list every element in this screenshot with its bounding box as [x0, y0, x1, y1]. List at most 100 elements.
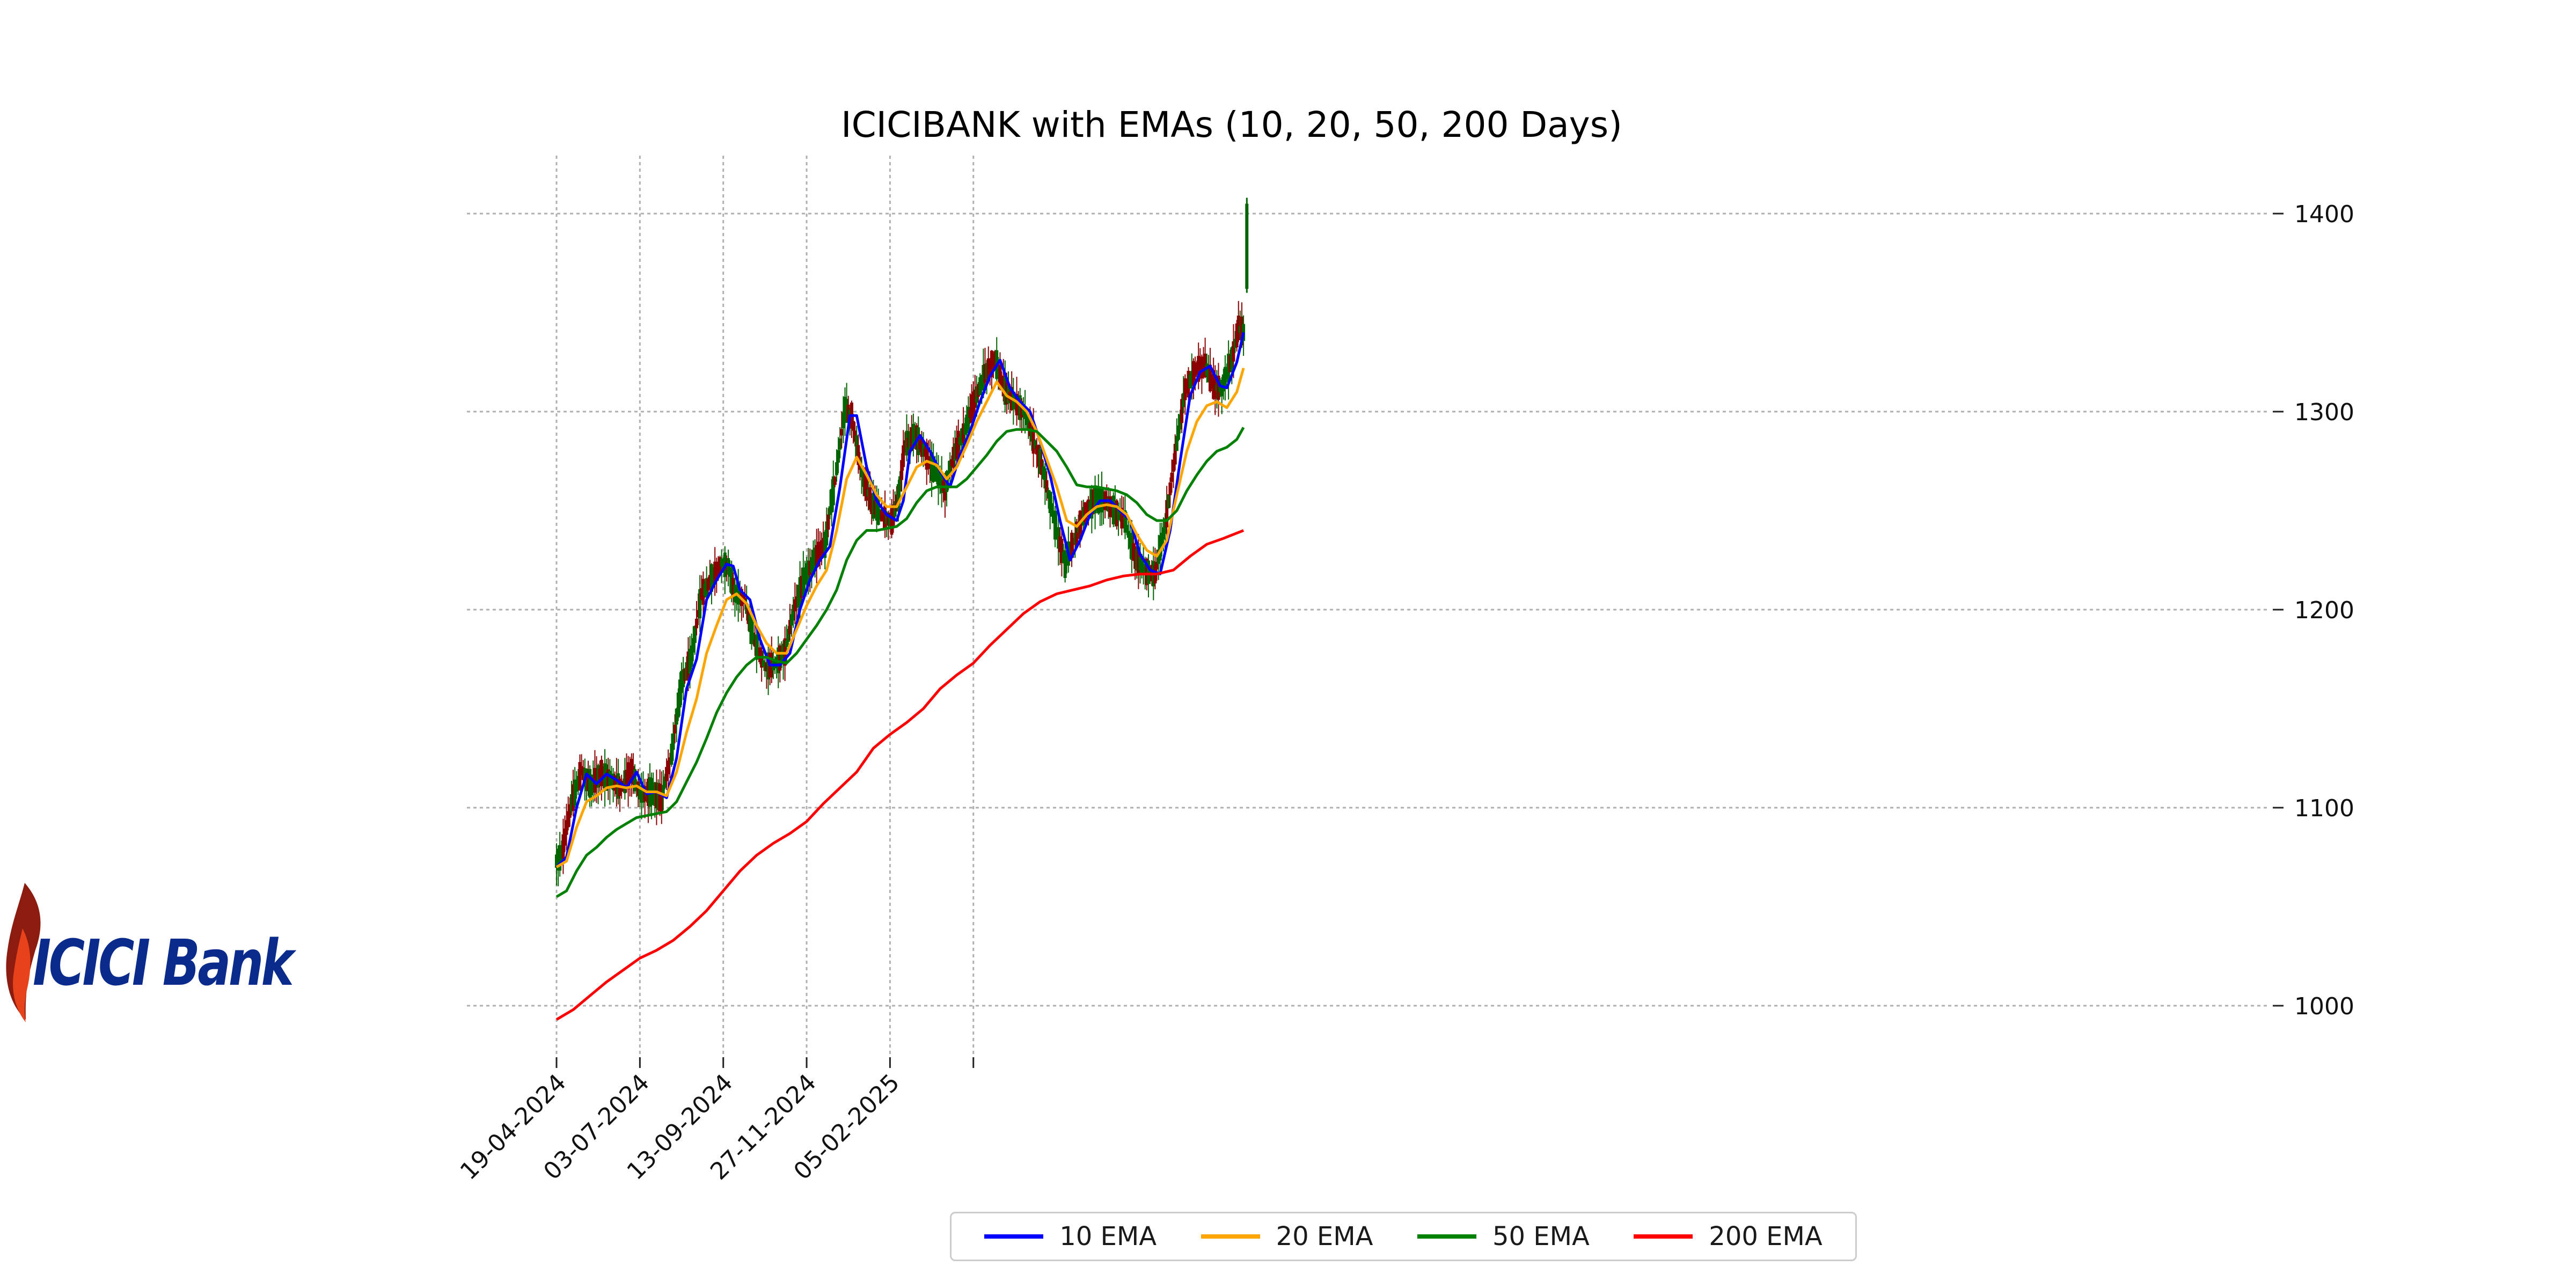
- candle-body: [930, 452, 934, 481]
- candle-body: [846, 404, 850, 422]
- candle-body: [720, 558, 723, 567]
- candle-body: [963, 423, 967, 435]
- candle-body: [1078, 510, 1082, 539]
- candle-body: [967, 407, 970, 431]
- candle-body: [880, 510, 883, 522]
- ema-line-200-ema: [555, 529, 1245, 1021]
- candle-body: [1130, 532, 1133, 560]
- candle-body: [598, 769, 602, 781]
- candle-body: [636, 781, 640, 796]
- candle-body: [905, 430, 909, 456]
- candle-body: [688, 648, 692, 674]
- candle-body: [1048, 492, 1052, 513]
- candle-body: [745, 603, 749, 614]
- candle-body: [655, 782, 658, 808]
- candle-body: [1132, 543, 1136, 561]
- candle-body: [590, 774, 594, 795]
- candle-body: [653, 782, 657, 806]
- candle-body: [1070, 532, 1074, 558]
- candle-body: [1213, 376, 1217, 399]
- candle-body: [1225, 368, 1229, 377]
- candle-body: [921, 444, 925, 457]
- candle-body: [952, 447, 955, 468]
- legend-label: 50 EMA: [1492, 1221, 1590, 1252]
- candle-body: [593, 767, 597, 793]
- candle-body: [932, 457, 935, 482]
- candle-body: [706, 578, 710, 591]
- candle-body: [568, 804, 572, 818]
- candle-body: [576, 775, 580, 788]
- candle-body: [730, 567, 734, 594]
- candle-body: [1087, 499, 1091, 517]
- candle-body: [962, 423, 965, 443]
- candle-body: [795, 596, 799, 605]
- candle-body: [885, 512, 889, 524]
- candle-body: [813, 547, 817, 569]
- candle-body: [1188, 375, 1192, 389]
- candle-body: [810, 557, 814, 573]
- candle-body: [1183, 378, 1187, 400]
- candle-body: [1118, 513, 1122, 521]
- candle-body: [1092, 489, 1095, 514]
- candle-body: [665, 767, 669, 781]
- candle-body: [883, 506, 887, 530]
- candle-body: [888, 514, 892, 526]
- candle-body: [620, 785, 624, 792]
- candle-body: [936, 467, 940, 489]
- candle-body: [845, 399, 848, 423]
- candle-body: [691, 638, 695, 653]
- legend-label: 10 EMA: [1059, 1221, 1157, 1252]
- candle-body: [1008, 391, 1012, 401]
- candle-body: [595, 768, 598, 788]
- candle-body: [1057, 527, 1060, 549]
- candle-body: [1233, 339, 1237, 348]
- legend-label: 200 EMA: [1709, 1221, 1823, 1252]
- candle-body: [641, 787, 645, 803]
- candle-body: [709, 564, 713, 592]
- candle-body: [1160, 532, 1163, 548]
- candle-body: [713, 561, 717, 584]
- candle-body: [1217, 376, 1220, 400]
- legend-item-20-ema: 20 EMA: [1201, 1221, 1373, 1252]
- candle-body: [1172, 459, 1175, 472]
- candle-body: [663, 776, 667, 788]
- candle-body: [623, 770, 627, 794]
- candle-body: [778, 645, 782, 671]
- candle-body: [947, 470, 950, 479]
- candle-body: [1040, 459, 1044, 475]
- candle-body: [673, 724, 677, 734]
- candle-body: [870, 494, 874, 514]
- ema-lines: [555, 332, 1245, 1021]
- candle-body: [563, 828, 567, 846]
- candle-body: [1236, 316, 1240, 341]
- candle-body: [698, 589, 702, 619]
- candle-body: [581, 767, 585, 780]
- candle-body: [1185, 382, 1189, 391]
- candle-body: [1240, 316, 1243, 346]
- candle-body: [1167, 494, 1170, 509]
- candle-body: [822, 538, 825, 557]
- candle-body: [830, 489, 833, 513]
- candle-body: [1205, 363, 1209, 376]
- candle-body: [790, 614, 794, 626]
- candle-body: [956, 430, 960, 459]
- candle-body: [555, 854, 558, 868]
- candle-body: [887, 513, 890, 526]
- candle-body: [1161, 527, 1165, 540]
- candle-body: [572, 784, 575, 811]
- candle-body: [960, 428, 964, 446]
- candle-body: [1015, 394, 1019, 415]
- candle-body: [1179, 414, 1182, 430]
- candle-body: [977, 384, 980, 397]
- candle-body: [865, 473, 868, 501]
- candle-body: [876, 497, 880, 525]
- candle-body: [1005, 380, 1008, 405]
- candle-body: [1227, 354, 1231, 383]
- candle-body: [1073, 532, 1077, 544]
- candle-body: [898, 476, 902, 492]
- candle-body: [682, 669, 685, 687]
- candle-body: [1198, 364, 1202, 373]
- candle-body: [868, 487, 872, 510]
- candle-body: [1046, 490, 1050, 499]
